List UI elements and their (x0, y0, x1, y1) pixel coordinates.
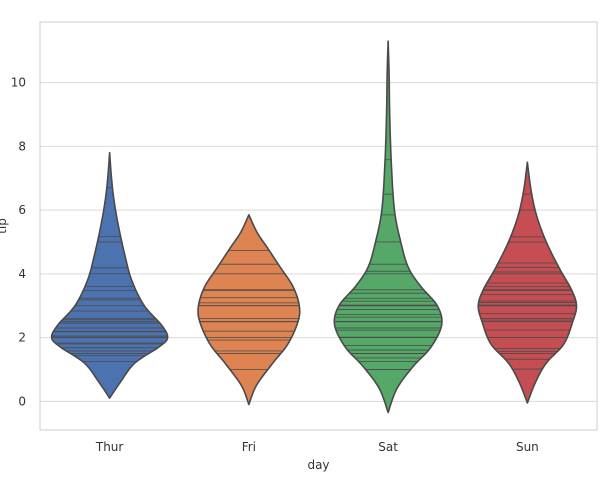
x-tick-label-sat: Sat (378, 440, 398, 454)
x-axis-label: day (307, 458, 329, 472)
violin-fri (197, 214, 301, 406)
x-tick-label-thur: Thur (95, 440, 124, 454)
violin-thur (50, 151, 169, 399)
violin-body-fri (197, 214, 301, 406)
y-tick-label: 8 (18, 139, 26, 153)
violin-body-sun (477, 161, 578, 404)
x-tick-label-fri: Fri (242, 440, 256, 454)
violin-sat (333, 40, 443, 414)
violin-sun (477, 161, 578, 404)
y-tick-label: 6 (18, 203, 26, 217)
y-tick-label: 0 (18, 394, 26, 408)
violin-body-sat (333, 40, 443, 414)
y-tick-label: 2 (18, 331, 26, 345)
x-tick-label-sun: Sun (516, 440, 539, 454)
y-tick-label: 10 (11, 76, 26, 90)
x-tick-labels: Thur Fri Sat Sun (95, 440, 539, 454)
violins (50, 40, 578, 414)
y-axis-label: tip (0, 218, 9, 234)
y-tick-label: 4 (18, 267, 26, 281)
plot-frame (39, 21, 598, 431)
y-tick-labels: 0 2 4 6 8 10 (11, 76, 26, 409)
